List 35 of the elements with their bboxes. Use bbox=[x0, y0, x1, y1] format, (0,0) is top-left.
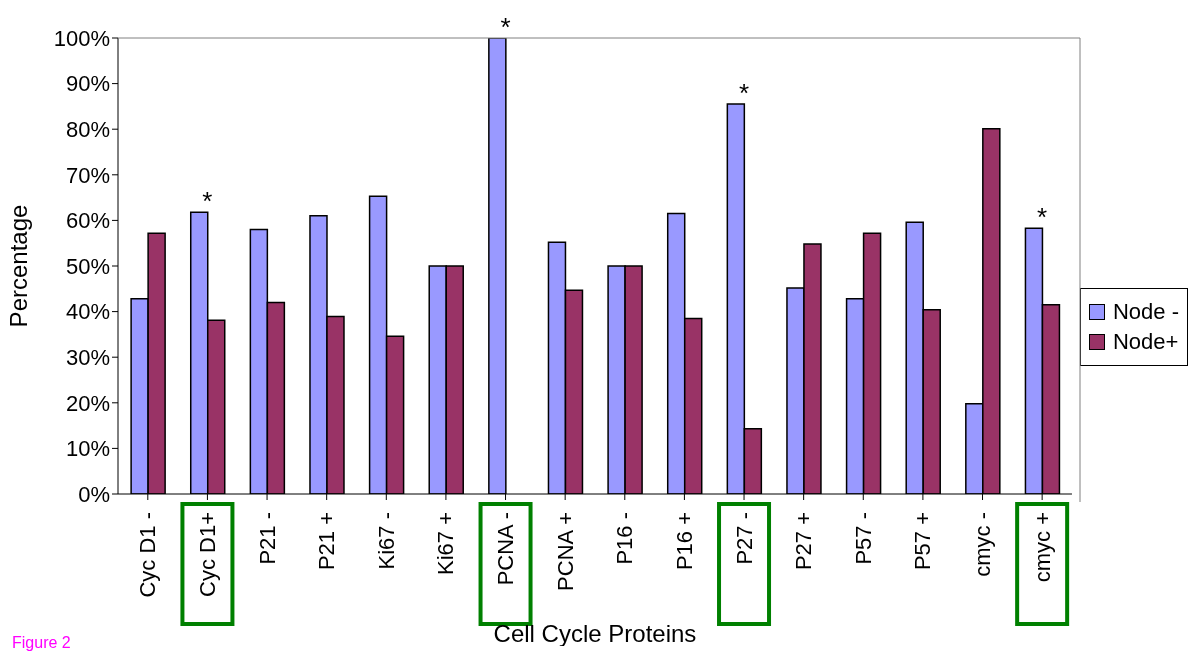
x-tick-label: P16 - bbox=[612, 512, 638, 565]
y-tick-label: 100% bbox=[53, 25, 110, 51]
y-tick-label: 60% bbox=[65, 208, 110, 234]
x-tick-label: Ki67 + bbox=[433, 512, 459, 575]
x-tick-label: P21 + bbox=[314, 512, 340, 571]
annotation: * bbox=[202, 186, 213, 217]
annotation: * bbox=[500, 12, 511, 42]
y-tick-label: 70% bbox=[65, 162, 110, 188]
x-tick-label: Cyc D1 - bbox=[135, 512, 161, 598]
x-tick-label: PCNA + bbox=[552, 512, 578, 591]
x-tick-label: P16 + bbox=[671, 512, 697, 571]
x-tick-label: P21 - bbox=[254, 512, 280, 565]
y-axis-title: Percentage bbox=[4, 204, 32, 328]
annotation: * bbox=[738, 78, 750, 109]
y-tick-label: 20% bbox=[65, 390, 110, 416]
x-tick-label: Cyc D1+ bbox=[194, 512, 220, 597]
y-tick-label: 10% bbox=[65, 436, 110, 462]
x-tick-label: PCNA - bbox=[493, 512, 519, 586]
y-tick-label: 80% bbox=[65, 117, 110, 143]
x-tick-label: P27 - bbox=[731, 512, 757, 565]
legend-label: Node - bbox=[1112, 299, 1179, 325]
y-tick-label: 0% bbox=[78, 481, 110, 507]
legend-label: Node+ bbox=[1112, 329, 1179, 355]
y-tick-label: 40% bbox=[65, 299, 110, 325]
x-tick-label: cmyc - bbox=[970, 512, 996, 577]
y-tick-label: 30% bbox=[65, 345, 110, 371]
x-tick-label: cmyc + bbox=[1029, 512, 1055, 583]
x-tick-label: P27 + bbox=[791, 512, 817, 571]
y-tick-label: 90% bbox=[65, 71, 110, 97]
y-tick-label: 50% bbox=[65, 253, 110, 279]
x-tick-label: P57 - bbox=[850, 512, 876, 565]
x-tick-label: P57 + bbox=[910, 512, 936, 571]
x-tick-label: Ki67 - bbox=[373, 512, 399, 570]
caption: Figure 2 bbox=[12, 634, 71, 652]
annotation: * bbox=[1037, 202, 1048, 233]
